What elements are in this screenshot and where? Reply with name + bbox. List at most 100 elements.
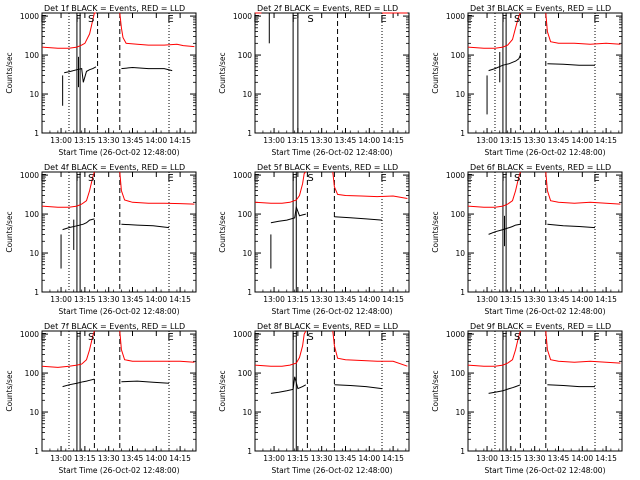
events-series-line-1 [334, 384, 383, 390]
time-marker-s: S [88, 332, 94, 343]
time-marker-e: E [253, 332, 259, 343]
panel-title: Det 9f BLACK = Events, RED = LLD [470, 322, 611, 331]
x-tick-label: 13:45 [335, 454, 357, 463]
x-tick-label: 13:00 [50, 295, 72, 304]
x-tick-label: 13:15 [287, 136, 309, 145]
x-tick-label: 14:00 [358, 295, 380, 304]
panel-title: Det 5f BLACK = Events, RED = LLD [257, 163, 398, 172]
detector-panel-1f: Det 1f BLACK = Events, RED = LLD Counts/s… [5, 4, 197, 157]
y-tick-label: 1 [460, 288, 465, 297]
x-tick-label: 14:15 [382, 295, 404, 304]
time-marker-e: E [40, 332, 46, 343]
plot-frame [467, 330, 623, 452]
lld-series-line-0 [41, 12, 96, 49]
time-marker-e: E [466, 14, 472, 25]
x-tick-label: 13:00 [263, 454, 285, 463]
y-tick-label: 100 [238, 51, 253, 60]
y-axis-title: Counts/sec [5, 370, 14, 411]
time-marker-e: E [380, 173, 386, 184]
lld-series-line-1 [332, 330, 408, 367]
x-tick-label: 14:00 [145, 295, 167, 304]
x-tick-label: 13:45 [548, 295, 570, 304]
x-axis-title: Start Time (26-Oct-02 12:48:00) [484, 307, 605, 316]
y-tick-label: 1000 [233, 171, 252, 180]
time-marker-f: F [292, 173, 298, 184]
plot-frame [467, 171, 623, 293]
x-tick-label: 13:00 [263, 136, 285, 145]
panel-title: Det 3f BLACK = Events, RED = LLD [470, 4, 611, 13]
x-tick-label: 13:00 [263, 295, 285, 304]
detector-panel-3f: Det 3f BLACK = Events, RED = LLD Counts/s… [431, 4, 623, 157]
x-tick-label: 14:15 [169, 295, 191, 304]
y-tick-label: 100 [25, 369, 40, 378]
x-tick-label: 13:30 [524, 136, 546, 145]
y-tick-label: 1 [460, 129, 465, 138]
detector-panel-5f: Det 5f BLACK = Events, RED = LLD Counts/s… [218, 163, 410, 316]
x-tick-label: 14:00 [571, 454, 593, 463]
x-axis-title: Start Time (26-Oct-02 12:48:00) [271, 466, 392, 475]
time-marker-s: S [88, 14, 94, 25]
time-marker-f: F [502, 14, 508, 25]
x-tick-label: 13:15 [500, 295, 522, 304]
x-tick-label: 13:15 [74, 454, 96, 463]
x-axis-title: Start Time (26-Oct-02 12:48:00) [271, 148, 392, 157]
y-axis-title: Counts/sec [5, 52, 14, 93]
x-tick-label: 13:15 [500, 454, 522, 463]
events-series-line-1 [121, 380, 170, 384]
x-axis-title: Start Time (26-Oct-02 12:48:00) [58, 307, 179, 316]
time-marker-s: S [514, 14, 520, 25]
y-tick-label: 10 [242, 249, 252, 258]
x-tick-label: 14:15 [169, 136, 191, 145]
x-tick-label: 13:45 [335, 295, 357, 304]
x-axis-title: Start Time (26-Oct-02 12:48:00) [58, 466, 179, 475]
x-tick-label: 13:45 [335, 136, 357, 145]
y-tick-label: 1000 [20, 171, 39, 180]
plot-frame [254, 12, 410, 134]
events-series-line-1 [547, 63, 595, 66]
y-tick-label: 1000 [446, 12, 465, 21]
y-tick-label: 100 [25, 210, 40, 219]
x-tick-label: 13:45 [122, 454, 144, 463]
y-tick-label: 100 [451, 51, 466, 60]
time-marker-e: E [253, 173, 259, 184]
x-tick-label: 13:00 [476, 136, 498, 145]
time-marker-e: E [380, 332, 386, 343]
y-tick-label: 1 [247, 129, 252, 138]
time-marker-e: E [380, 14, 386, 25]
time-marker-e: E [593, 173, 599, 184]
x-tick-label: 13:30 [311, 136, 333, 145]
x-tick-label: 14:15 [169, 454, 191, 463]
time-marker-e: E [40, 14, 46, 25]
y-tick-label: 10 [455, 249, 465, 258]
plot-frame [254, 330, 410, 452]
y-tick-label: 100 [25, 51, 40, 60]
lld-series-line-0 [467, 330, 521, 367]
y-tick-label: 100 [451, 369, 466, 378]
x-tick-label: 13:30 [98, 136, 120, 145]
y-tick-label: 10 [29, 408, 39, 417]
y-tick-label: 10 [455, 90, 465, 99]
lld-series-line-1 [119, 12, 195, 48]
y-tick-label: 100 [238, 369, 253, 378]
events-series-line-0 [270, 205, 306, 224]
lld-series-line-0 [467, 171, 521, 208]
x-axis-title: Start Time (26-Oct-02 12:48:00) [484, 466, 605, 475]
time-marker-e: E [253, 14, 259, 25]
y-axis-title: Counts/sec [5, 211, 14, 252]
x-tick-label: 14:00 [571, 136, 593, 145]
panel-title: Det 1f BLACK = Events, RED = LLD [44, 4, 185, 13]
y-tick-label: 1 [247, 447, 252, 456]
x-tick-label: 14:15 [595, 136, 617, 145]
x-tick-label: 13:00 [50, 454, 72, 463]
y-tick-label: 10 [455, 408, 465, 417]
time-marker-e: E [593, 14, 599, 25]
panel-title: Det 2f BLACK = Events, RED = LLD [257, 4, 398, 13]
y-tick-label: 1 [247, 288, 252, 297]
time-marker-s: S [514, 173, 520, 184]
y-tick-label: 10 [29, 90, 39, 99]
x-tick-label: 13:30 [524, 295, 546, 304]
detector-panel-6f: Det 6f BLACK = Events, RED = LLD Counts/s… [431, 163, 623, 316]
y-tick-label: 1 [460, 447, 465, 456]
time-marker-e: E [167, 173, 173, 184]
time-marker-e: E [167, 14, 173, 25]
